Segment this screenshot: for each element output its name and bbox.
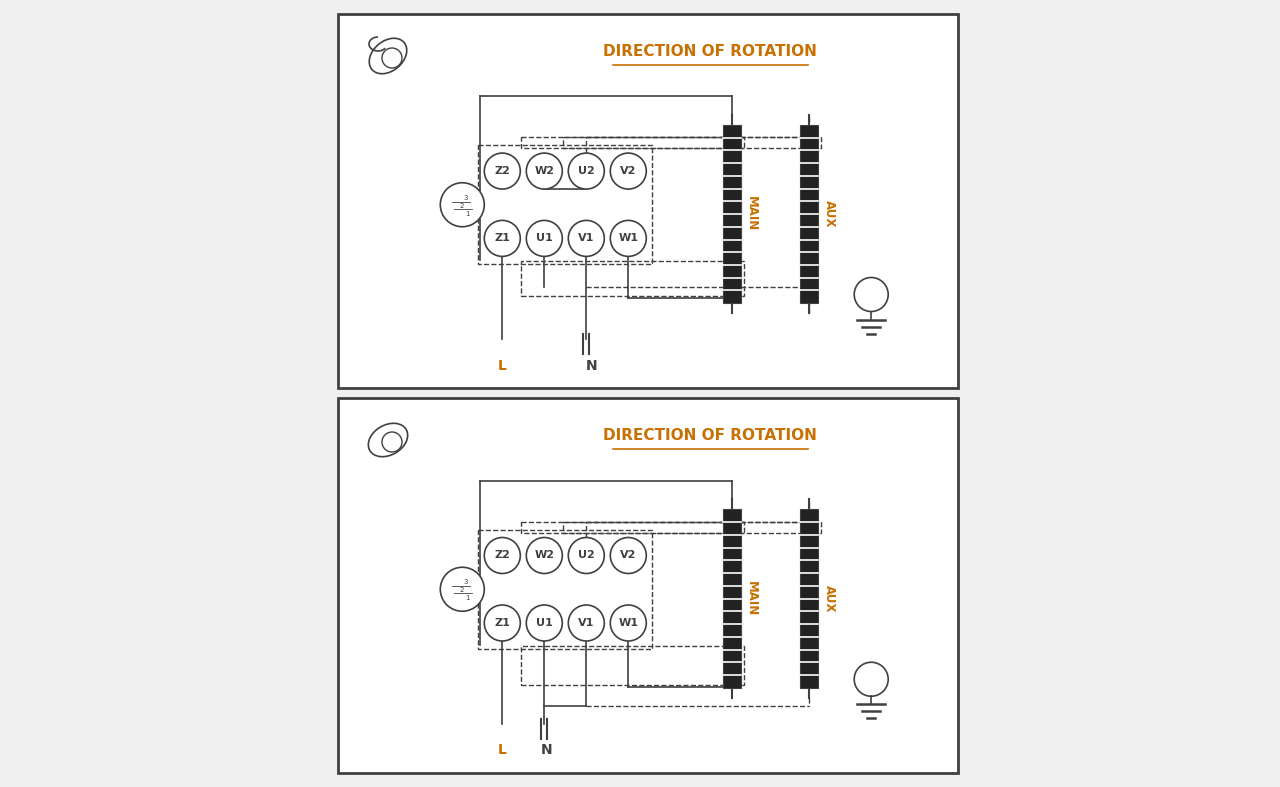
Bar: [521, 261, 744, 296]
Bar: [800, 509, 818, 688]
Circle shape: [484, 220, 520, 257]
Circle shape: [440, 183, 484, 227]
Circle shape: [484, 538, 520, 574]
Text: MAIN: MAIN: [745, 197, 758, 231]
Circle shape: [526, 538, 562, 574]
Bar: [338, 14, 957, 388]
Text: 2: 2: [460, 587, 463, 593]
Bar: [521, 138, 744, 148]
Text: N: N: [585, 359, 596, 372]
Circle shape: [611, 153, 646, 189]
Text: U1: U1: [536, 234, 553, 243]
Text: V2: V2: [620, 550, 636, 560]
Text: Z2: Z2: [494, 166, 511, 176]
Text: W1: W1: [618, 234, 639, 243]
Circle shape: [568, 220, 604, 257]
Text: V1: V1: [579, 618, 594, 628]
Bar: [800, 125, 818, 303]
Text: N: N: [540, 744, 552, 758]
Circle shape: [484, 153, 520, 189]
Text: L: L: [498, 744, 507, 758]
Bar: [479, 145, 653, 264]
Text: V1: V1: [579, 234, 594, 243]
Circle shape: [526, 153, 562, 189]
Ellipse shape: [369, 39, 407, 74]
Text: L: L: [498, 359, 507, 372]
Bar: [338, 398, 957, 773]
Text: 1: 1: [465, 211, 470, 216]
Circle shape: [484, 605, 520, 641]
Text: MAIN: MAIN: [745, 581, 758, 616]
Circle shape: [440, 567, 484, 611]
Circle shape: [526, 220, 562, 257]
Text: DIRECTION OF ROTATION: DIRECTION OF ROTATION: [603, 45, 817, 60]
Bar: [521, 522, 744, 533]
Text: V2: V2: [620, 166, 636, 176]
Bar: [723, 125, 741, 303]
Bar: [479, 530, 653, 649]
Text: 2: 2: [460, 203, 463, 209]
Text: 1: 1: [465, 595, 470, 601]
Circle shape: [854, 662, 888, 696]
Circle shape: [611, 605, 646, 641]
Ellipse shape: [369, 423, 407, 456]
Text: W2: W2: [534, 166, 554, 176]
Text: Z1: Z1: [494, 234, 511, 243]
Circle shape: [568, 538, 604, 574]
Text: W1: W1: [618, 618, 639, 628]
Circle shape: [526, 605, 562, 641]
Text: Z2: Z2: [494, 550, 511, 560]
Text: 3: 3: [463, 194, 467, 201]
Bar: [521, 646, 744, 685]
Circle shape: [381, 48, 402, 68]
Circle shape: [611, 538, 646, 574]
Circle shape: [568, 605, 604, 641]
Circle shape: [611, 220, 646, 257]
Circle shape: [854, 278, 888, 312]
Text: U1: U1: [536, 618, 553, 628]
Text: 3: 3: [463, 579, 467, 586]
Text: U2: U2: [579, 166, 595, 176]
Bar: [723, 509, 741, 688]
Text: U2: U2: [579, 550, 595, 560]
Text: AUX: AUX: [823, 201, 836, 227]
Bar: [563, 138, 822, 148]
Circle shape: [381, 432, 402, 452]
Text: Z1: Z1: [494, 618, 511, 628]
Bar: [563, 522, 822, 533]
Text: AUX: AUX: [823, 585, 836, 612]
Text: W2: W2: [534, 550, 554, 560]
Circle shape: [568, 153, 604, 189]
Text: DIRECTION OF ROTATION: DIRECTION OF ROTATION: [603, 428, 817, 444]
